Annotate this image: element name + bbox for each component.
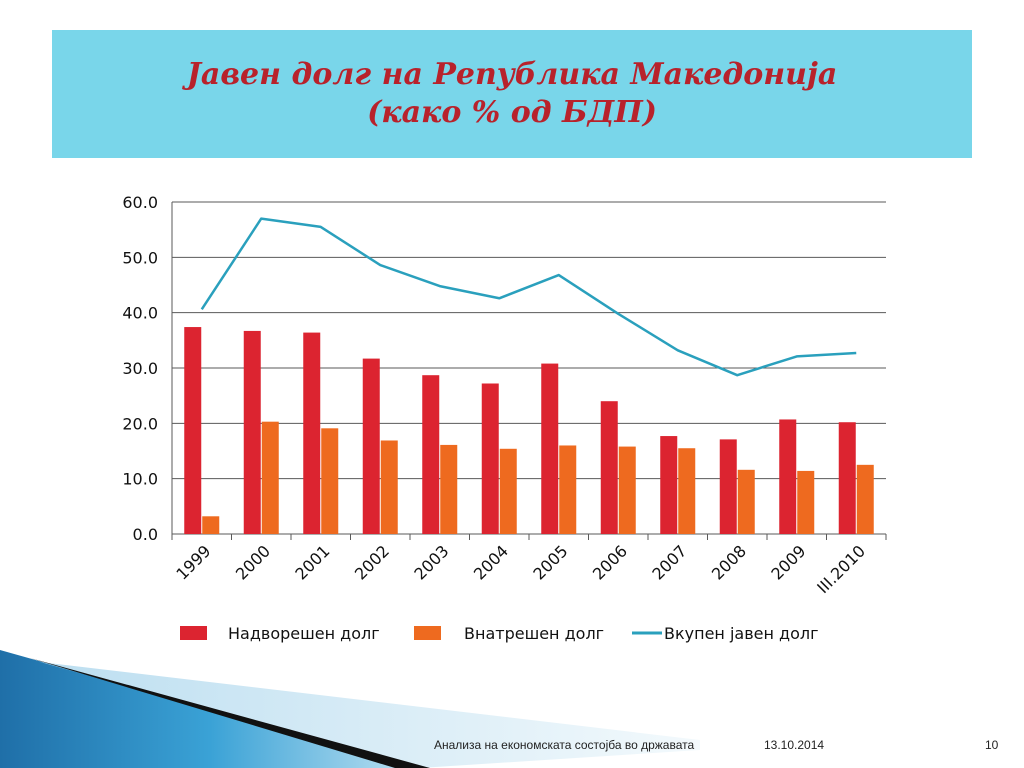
- y-tick-label: 30.0: [122, 359, 158, 378]
- domestic-debt-bar: [321, 428, 339, 534]
- title-banner: Јавен долг на Република Македонија (како…: [52, 30, 972, 158]
- total-debt-line: [200, 217, 857, 377]
- x-tick-label: 2002: [351, 541, 393, 583]
- legend-label: Вкупен јавен долг: [664, 624, 819, 643]
- y-tick-label: 10.0: [122, 470, 158, 489]
- slide-subtitle: (како % од БДП): [367, 95, 657, 130]
- footer-caption: Анализа на економската состојба во држав…: [434, 738, 695, 752]
- external-debt-bar: [422, 375, 440, 534]
- external-debt-bar: [303, 332, 321, 534]
- domestic-debt-bar: [678, 448, 696, 534]
- legend-label: Надворешен долг: [228, 624, 380, 643]
- x-tick-label: 2003: [410, 541, 452, 583]
- y-tick-label: 40.0: [122, 304, 158, 323]
- external-debt-bar: [184, 327, 202, 534]
- y-tick-label: 50.0: [122, 248, 158, 267]
- x-tick-label: 2007: [648, 541, 690, 583]
- legend-swatch: [180, 626, 207, 640]
- domestic-debt-bar: [737, 469, 755, 534]
- external-debt-bar: [779, 419, 797, 534]
- x-tick-label: 2008: [708, 541, 750, 583]
- domestic-debt-bar: [440, 444, 458, 534]
- footer-date: 13.10.2014: [764, 738, 825, 752]
- slide-title: Јавен долг на Република Македонија: [186, 57, 838, 92]
- external-debt-bar: [481, 383, 499, 534]
- decorative-swoosh: [0, 650, 700, 768]
- legend-swatch: [414, 626, 441, 640]
- x-tick-label: 2001: [291, 541, 333, 583]
- domestic-debt-bar: [380, 440, 398, 534]
- external-debt-bar: [541, 363, 559, 534]
- y-tick-label: 0.0: [133, 525, 158, 544]
- legend-label: Внатрешен долг: [464, 624, 604, 643]
- domestic-debt-bar: [618, 446, 636, 534]
- y-tick-label: 20.0: [122, 414, 158, 433]
- x-tick-label: 2000: [232, 541, 274, 583]
- external-debt-bar: [362, 358, 380, 534]
- y-tick-label: 60.0: [122, 193, 158, 212]
- external-debt-bar: [243, 330, 261, 534]
- debt-chart: 0.0 10.0 20.0 30.0 40.0 50.0 60.0 1999 2000 2001 2…: [122, 193, 887, 643]
- external-debt-bar: [838, 422, 856, 534]
- domestic-debt-bar: [499, 448, 517, 534]
- x-tick-label: 2004: [470, 541, 512, 583]
- domestic-debt-bar: [559, 445, 577, 534]
- x-tick-label: 1999: [172, 541, 214, 583]
- external-debt-bar: [660, 436, 678, 534]
- domestic-debt-bar: [261, 421, 279, 534]
- x-tick-label: 2009: [767, 541, 809, 583]
- domestic-debt-bar: [202, 516, 220, 534]
- domestic-debt-bar: [856, 464, 874, 534]
- domestic-debt-bar: [797, 470, 815, 534]
- x-tick-label: 2006: [589, 541, 631, 583]
- external-debt-bar: [719, 439, 737, 534]
- x-tick-label: III.2010: [813, 541, 869, 597]
- x-tick-label: 2005: [529, 541, 571, 583]
- page-number: 10: [985, 738, 999, 752]
- external-debt-bar: [600, 401, 618, 534]
